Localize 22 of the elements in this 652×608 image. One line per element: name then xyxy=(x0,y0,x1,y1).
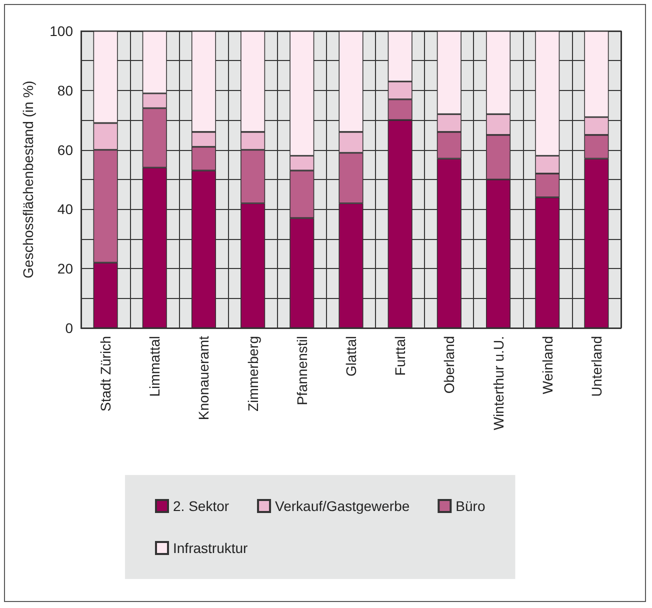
x-tick-label: Winterthur u.U. xyxy=(490,336,506,430)
x-tick-label: Stadt Zürich xyxy=(98,336,114,412)
y-tick-label: 80 xyxy=(57,82,74,98)
y-tick-label: 100 xyxy=(50,23,74,39)
y-axis-title: Geschossflächenbestand (in %) xyxy=(20,80,36,278)
x-tick-label: Pfannenstil xyxy=(294,336,310,406)
x-tick-label: Weinland xyxy=(539,336,556,394)
legend-label: Verkauf/Gastgewerbe xyxy=(275,498,410,514)
x-tick-label: Unterland xyxy=(588,336,604,397)
legend-label: 2. Sektor xyxy=(173,498,230,514)
x-tick-label: Furttal xyxy=(392,336,408,376)
x-tick-label: Oberland xyxy=(441,336,458,394)
x-tick-label: Knonaueramt xyxy=(196,336,212,420)
legend-label: Infrastruktur xyxy=(173,540,248,556)
x-tick-label: Limmattal xyxy=(146,336,163,397)
legend-label: Büro xyxy=(456,498,486,514)
x-tick-label: Glattal xyxy=(343,336,359,376)
y-tick-label: 60 xyxy=(57,142,74,158)
y-tick-label: 0 xyxy=(65,320,74,336)
y-tick-label: 20 xyxy=(57,260,74,277)
x-tick-label: Zimmerberg xyxy=(244,336,261,412)
y-tick-label: 40 xyxy=(57,201,74,218)
